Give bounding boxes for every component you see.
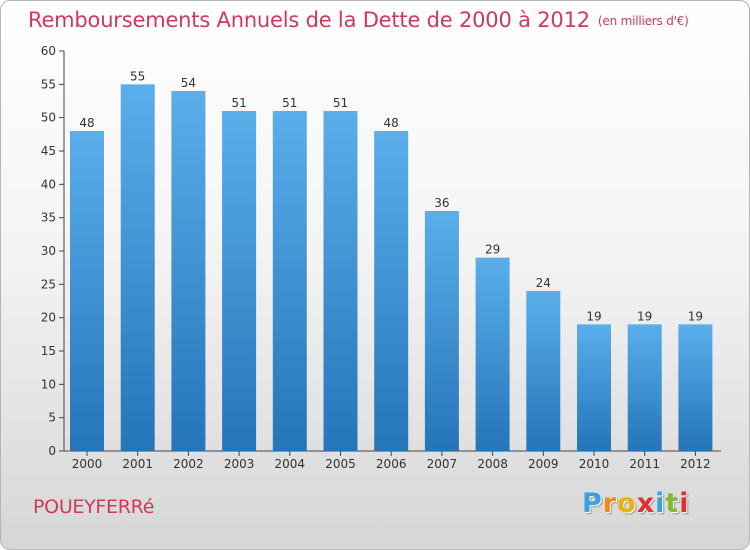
logo-letter: r: [602, 488, 618, 519]
y-tick-label: 20: [41, 311, 56, 325]
bar: [120, 84, 155, 451]
bar: [577, 324, 611, 451]
bar: [323, 111, 358, 451]
bar-value-label: 51: [333, 96, 348, 110]
bar-value-label: 19: [688, 309, 703, 323]
y-tick-label: 55: [41, 77, 56, 91]
bar-value-label: 48: [79, 116, 94, 130]
bar: [374, 131, 409, 451]
bar-value-label: 36: [434, 196, 449, 210]
x-tick-label: 2010: [579, 457, 610, 471]
bar-value-label: 24: [536, 276, 551, 290]
x-tick-label: 2011: [629, 457, 660, 471]
bar: [424, 211, 459, 451]
x-tick-label: 2001: [122, 457, 153, 471]
logo-letter: t: [665, 488, 680, 519]
x-tick-label: 2008: [477, 457, 508, 471]
y-tick-label: 15: [41, 344, 56, 358]
y-tick-label: 10: [41, 377, 56, 391]
y-tick-label: 30: [41, 244, 56, 258]
logo-letter: x: [636, 488, 656, 519]
logo-letter: P: [582, 488, 603, 519]
logo-letter: i: [679, 488, 690, 519]
bar: [627, 324, 662, 451]
y-tick-label: 25: [41, 277, 56, 291]
bar-value-label: 48: [384, 116, 399, 130]
bar-value-label: 51: [231, 96, 246, 110]
bar-value-label: 29: [485, 243, 500, 257]
x-tick-label: 2002: [173, 457, 204, 471]
x-tick-label: 2004: [275, 457, 306, 471]
y-tick-label: 5: [48, 411, 56, 425]
bar-value-label: 55: [130, 69, 145, 83]
x-tick-label: 2005: [325, 457, 356, 471]
x-tick-label: 2003: [224, 457, 255, 471]
commune-name: POUEYFERRé: [33, 496, 155, 518]
logo-letter: i: [655, 488, 666, 519]
bar: [475, 257, 510, 451]
x-tick-label: 2000: [72, 457, 103, 471]
bar: [678, 324, 713, 451]
bar: [272, 111, 307, 451]
proxiti-logo: Proxiti: [582, 488, 690, 519]
y-tick-label: 40: [41, 177, 56, 191]
x-tick-label: 2007: [427, 457, 458, 471]
y-tick-label: 45: [41, 144, 56, 158]
bar-value-label: 19: [637, 309, 652, 323]
bar: [222, 111, 257, 451]
bar-value-label: 19: [586, 309, 601, 323]
y-tick-label: 60: [41, 44, 56, 58]
bar: [171, 91, 206, 451]
x-tick-label: 2012: [680, 457, 711, 471]
chart-title-text: Remboursements Annuels de la Dette de 20…: [28, 8, 590, 32]
x-tick-label: 2009: [528, 457, 559, 471]
chart-subtitle: (en milliers d'€): [597, 14, 689, 28]
y-tick-label: 0: [48, 444, 56, 458]
logo-letter: o: [617, 488, 637, 519]
bar: [70, 131, 104, 451]
bar: [526, 291, 561, 451]
y-tick-label: 50: [41, 111, 56, 125]
x-tick-label: 2006: [376, 457, 407, 471]
bar-value-label: 54: [181, 76, 196, 90]
chart-title: Remboursements Annuels de la Dette de 20…: [28, 8, 689, 32]
y-tick-label: 35: [41, 211, 56, 225]
bar-value-label: 51: [282, 96, 297, 110]
